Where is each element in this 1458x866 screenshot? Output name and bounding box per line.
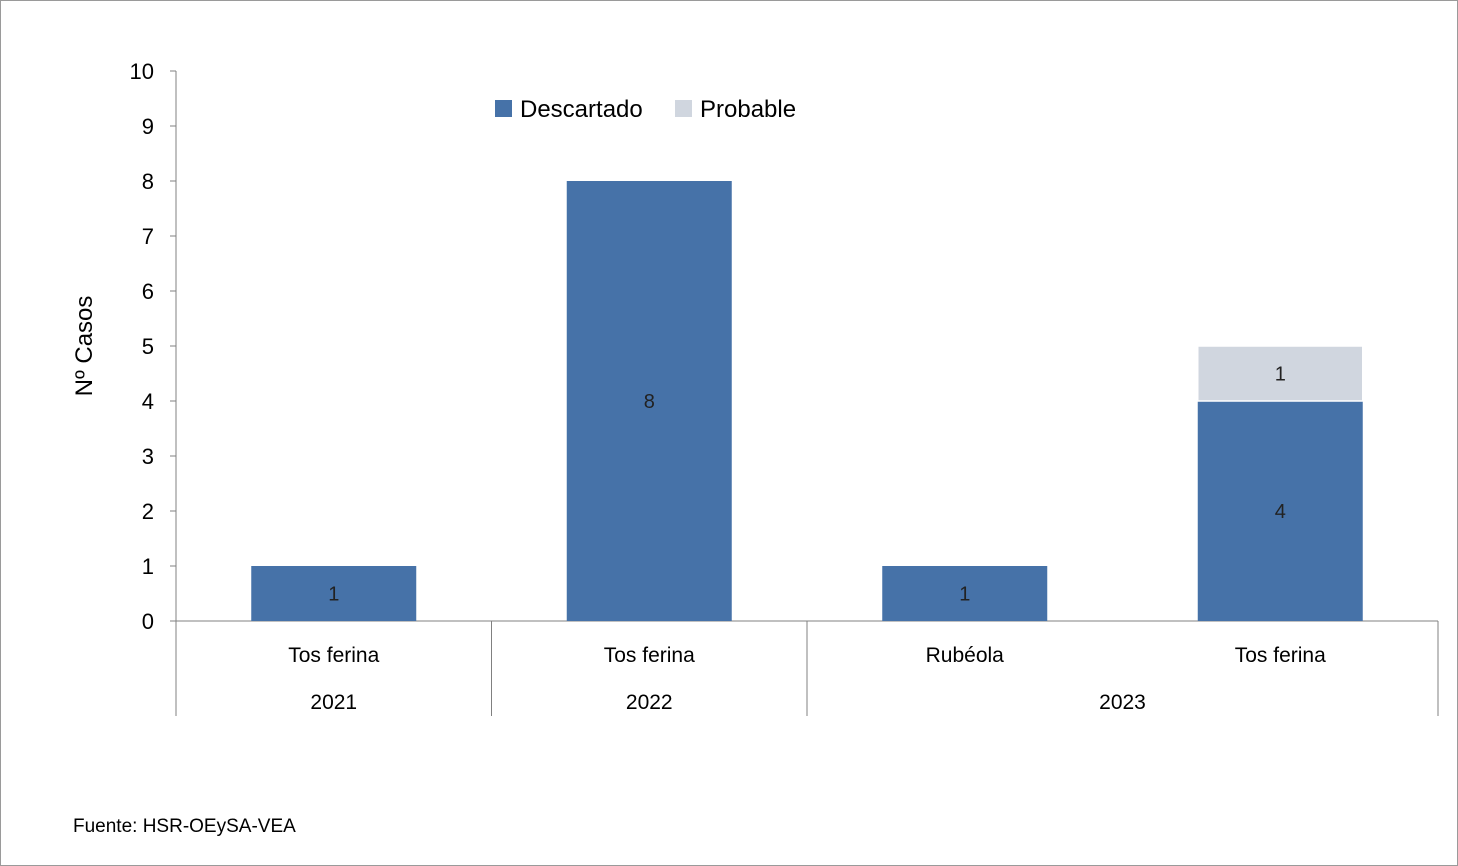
y-axis-title: Nº Casos bbox=[71, 296, 98, 397]
data-label: 4 bbox=[1275, 501, 1286, 523]
group-label: 2021 bbox=[310, 691, 357, 714]
y-tick-label: 6 bbox=[142, 279, 154, 304]
data-label: 1 bbox=[328, 584, 339, 606]
y-tick-label: 8 bbox=[142, 169, 154, 194]
group-label: 2022 bbox=[626, 691, 673, 714]
y-tick-label: 7 bbox=[142, 224, 154, 249]
y-tick-label: 5 bbox=[142, 334, 154, 359]
y-tick-label: 3 bbox=[142, 444, 154, 469]
legend-swatch-descartado bbox=[495, 100, 512, 117]
data-label: 1 bbox=[1275, 364, 1286, 386]
y-tick-label: 4 bbox=[142, 389, 154, 414]
y-tick-label: 0 bbox=[142, 609, 154, 634]
group-label: 2023 bbox=[1099, 691, 1146, 714]
category-label: Tos ferina bbox=[1235, 644, 1326, 667]
legend-swatch-probable bbox=[675, 100, 692, 117]
category-label: Tos ferina bbox=[604, 644, 695, 667]
y-tick-label: 2 bbox=[142, 499, 154, 524]
bar-descartado bbox=[566, 181, 732, 621]
category-label: Rubéola bbox=[926, 644, 1005, 667]
bar-descartado bbox=[251, 566, 417, 621]
legend-label-probable: Probable bbox=[700, 96, 796, 123]
bar-descartado bbox=[882, 566, 1048, 621]
y-tick-label: 1 bbox=[142, 554, 154, 579]
bar-descartado bbox=[1197, 401, 1363, 621]
category-label: Tos ferina bbox=[288, 644, 379, 667]
legend-label-descartado: Descartado bbox=[520, 96, 643, 123]
y-tick-label: 9 bbox=[142, 114, 154, 139]
data-label: 8 bbox=[644, 391, 655, 413]
source-note: Fuente: HSR-OEySA-VEA bbox=[73, 816, 296, 837]
y-tick-label: 10 bbox=[130, 59, 154, 84]
bar-probable bbox=[1197, 345, 1364, 402]
data-label: 1 bbox=[959, 584, 970, 606]
